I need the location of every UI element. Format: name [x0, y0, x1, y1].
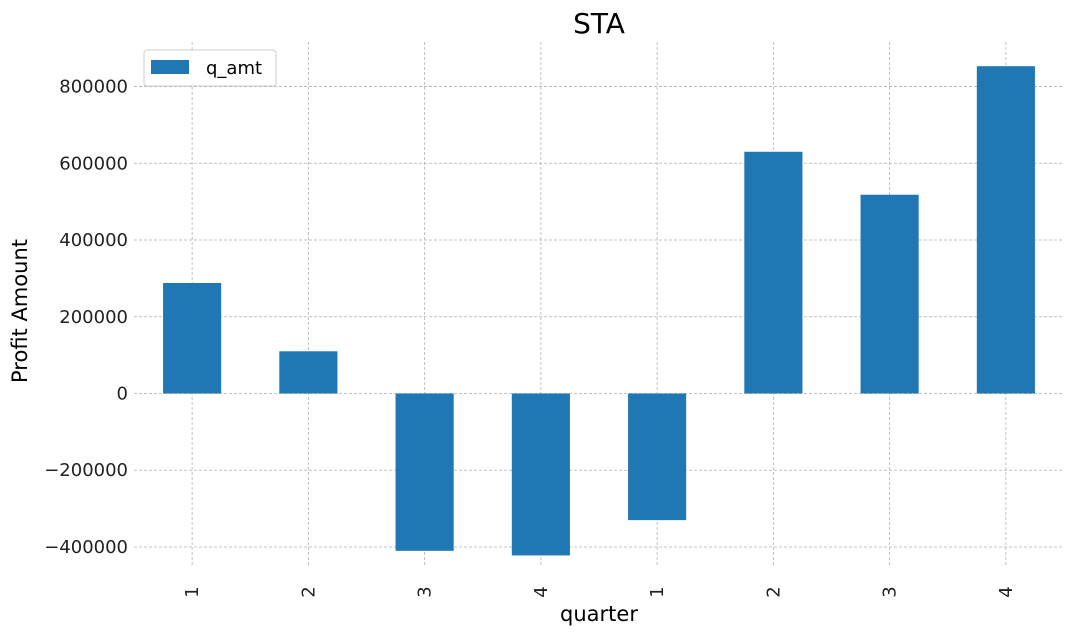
bar [860, 194, 919, 394]
y-tick-label: 800000 [59, 77, 128, 98]
y-tick-label: −200000 [44, 460, 128, 481]
bar [279, 351, 338, 394]
bar [744, 151, 803, 394]
bar [395, 393, 454, 551]
x-tick-label: 2 [298, 586, 319, 597]
bars [163, 66, 1035, 556]
y-axis-label: Profit Amount [8, 239, 32, 383]
bar [511, 393, 570, 556]
bar [976, 66, 1035, 394]
bar [163, 282, 222, 394]
legend: q_amt [143, 49, 277, 87]
legend-swatch [151, 60, 189, 74]
legend-box [143, 49, 277, 87]
x-axis-ticks: 1 2 3 4 1 2 3 4 [182, 586, 1017, 597]
y-tick-label: 0 [117, 384, 128, 405]
x-tick-label: 4 [531, 586, 552, 597]
y-axis-ticks: −400000 −200000 0 200000 400000 600000 800000 [44, 77, 128, 558]
y-tick-label: 400000 [59, 230, 128, 251]
bar [628, 393, 687, 521]
x-tick-label: 3 [415, 586, 436, 597]
x-tick-label: 1 [647, 586, 668, 597]
x-tick-label: 1 [182, 586, 203, 597]
x-tick-label: 3 [880, 586, 901, 597]
x-tick-label: 2 [763, 586, 784, 597]
chart-title: STA [573, 7, 625, 40]
legend-label: q_amt [206, 58, 262, 79]
x-axis-label: quarter [560, 602, 638, 626]
y-tick-label: 600000 [59, 153, 128, 174]
grid-lines [134, 42, 1064, 566]
y-tick-label: −400000 [44, 537, 128, 558]
x-tick-label: 4 [996, 586, 1017, 597]
y-tick-label: 200000 [59, 307, 128, 328]
